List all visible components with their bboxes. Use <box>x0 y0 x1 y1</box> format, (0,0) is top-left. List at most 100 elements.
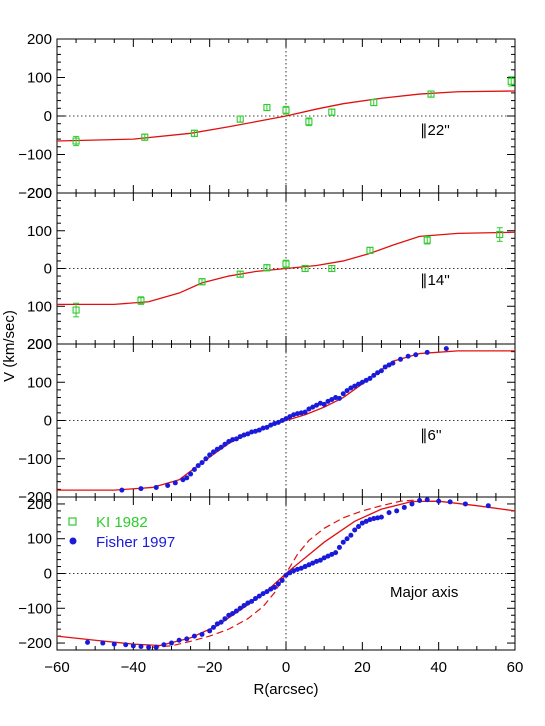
fisher-point <box>363 518 369 524</box>
y-tick-label: 100 <box>27 531 52 548</box>
y-tick-label: 200 <box>27 185 52 202</box>
y-tick-label: −100 <box>18 600 52 617</box>
x-tick-label: −20 <box>197 659 222 676</box>
fisher-point <box>191 466 197 472</box>
panel-label: ∥6'' <box>420 427 442 444</box>
fisher-point <box>348 532 354 538</box>
fisher-point <box>207 452 213 458</box>
fisher-point <box>382 364 388 370</box>
ki-point <box>305 118 313 126</box>
ki-point <box>236 270 244 278</box>
fisher-point <box>218 444 224 450</box>
fisher-point <box>237 605 243 611</box>
panel-label: ∥22'' <box>420 122 450 139</box>
fisher-point <box>375 370 381 376</box>
y-tick-label: 0 <box>44 108 52 125</box>
fisher-point <box>241 602 247 608</box>
fisher-point <box>394 508 400 514</box>
fisher-point <box>287 570 293 576</box>
y-tick-label: 0 <box>44 261 52 278</box>
fisher-point <box>85 639 91 645</box>
y-tick-label: 200 <box>27 336 52 353</box>
y-tick-label: 100 <box>27 298 52 315</box>
fisher-point <box>218 619 224 625</box>
fisher-point <box>317 557 323 563</box>
fisher-point <box>210 624 216 630</box>
fisher-point <box>413 352 419 358</box>
fisher-point <box>409 501 415 507</box>
legend-ki-marker <box>68 517 77 526</box>
fisher-point <box>222 441 228 447</box>
fisher-point <box>188 471 194 477</box>
ki-point <box>301 264 309 273</box>
fisher-point <box>424 497 430 503</box>
legend-ki-label: KI 1982 <box>96 514 148 531</box>
ki-point <box>328 108 336 116</box>
fisher-point <box>352 527 358 533</box>
y-tick-label: −100 <box>18 451 52 468</box>
fisher-point <box>268 422 274 428</box>
fisher-point <box>363 377 369 383</box>
fisher-point <box>336 544 342 550</box>
fisher-point <box>283 572 289 578</box>
y-tick-label: 200 <box>27 336 52 353</box>
ki-point <box>366 246 374 254</box>
ki-point <box>496 230 504 239</box>
fisher-point <box>233 436 239 442</box>
fisher-point <box>275 419 281 425</box>
fisher-point <box>207 628 213 634</box>
fisher-point <box>367 375 373 381</box>
fisher-point <box>378 368 384 374</box>
fisher-point <box>252 428 258 434</box>
fisher-point <box>359 379 365 385</box>
fisher-point <box>153 484 159 490</box>
ki-point <box>72 306 80 314</box>
fisher-point <box>199 460 205 466</box>
fisher-point <box>321 401 327 407</box>
y-tick-label: −100 <box>18 147 52 164</box>
panel-3: 200 100 0 −100 −200 ∥6'' <box>18 336 516 506</box>
y-tick-label: −200 <box>18 185 52 202</box>
fisher-point <box>314 558 320 564</box>
fisher-point <box>176 637 182 643</box>
x-axis-label: R(arcsec) <box>253 681 318 698</box>
chart-panels: 2001000−100−200∥22''2001000100200∥14''20… <box>18 31 523 676</box>
ki-point <box>236 115 244 123</box>
fisher-point <box>230 610 236 616</box>
fisher-point <box>344 388 350 394</box>
panel-label: Major axis <box>390 584 458 601</box>
ki-point <box>198 278 206 286</box>
fisher-point <box>123 642 129 648</box>
fisher-point <box>199 631 205 637</box>
fisher-point <box>210 449 216 455</box>
ki-point <box>190 129 198 137</box>
ki-point <box>137 297 145 305</box>
ki-point <box>328 264 336 273</box>
fisher-point <box>233 608 239 614</box>
y-tick-label: −200 <box>18 635 52 652</box>
fisher-point <box>378 514 384 520</box>
x-tick-label: 40 <box>430 659 447 676</box>
fisher-point <box>230 437 236 443</box>
fisher-point <box>165 483 171 489</box>
fisher-point <box>146 644 152 650</box>
fisher-point <box>314 402 320 408</box>
fisher-point <box>226 612 232 618</box>
fisher-point <box>352 383 358 389</box>
legend-fisher-marker <box>69 537 77 545</box>
fisher-point <box>306 406 312 412</box>
fisher-point <box>340 391 346 397</box>
fisher-point <box>436 498 442 504</box>
ki-point <box>263 264 271 272</box>
y-tick-label: 100 <box>27 223 52 240</box>
fisher-point <box>100 640 106 646</box>
fisher-point <box>390 360 396 366</box>
fisher-point <box>272 421 278 427</box>
fisher-point <box>169 640 174 646</box>
fisher-point <box>298 565 304 571</box>
fisher-point <box>268 586 274 592</box>
x-tick-label: 0 <box>282 659 290 676</box>
ki-point <box>263 103 271 112</box>
ki-point <box>141 133 149 141</box>
